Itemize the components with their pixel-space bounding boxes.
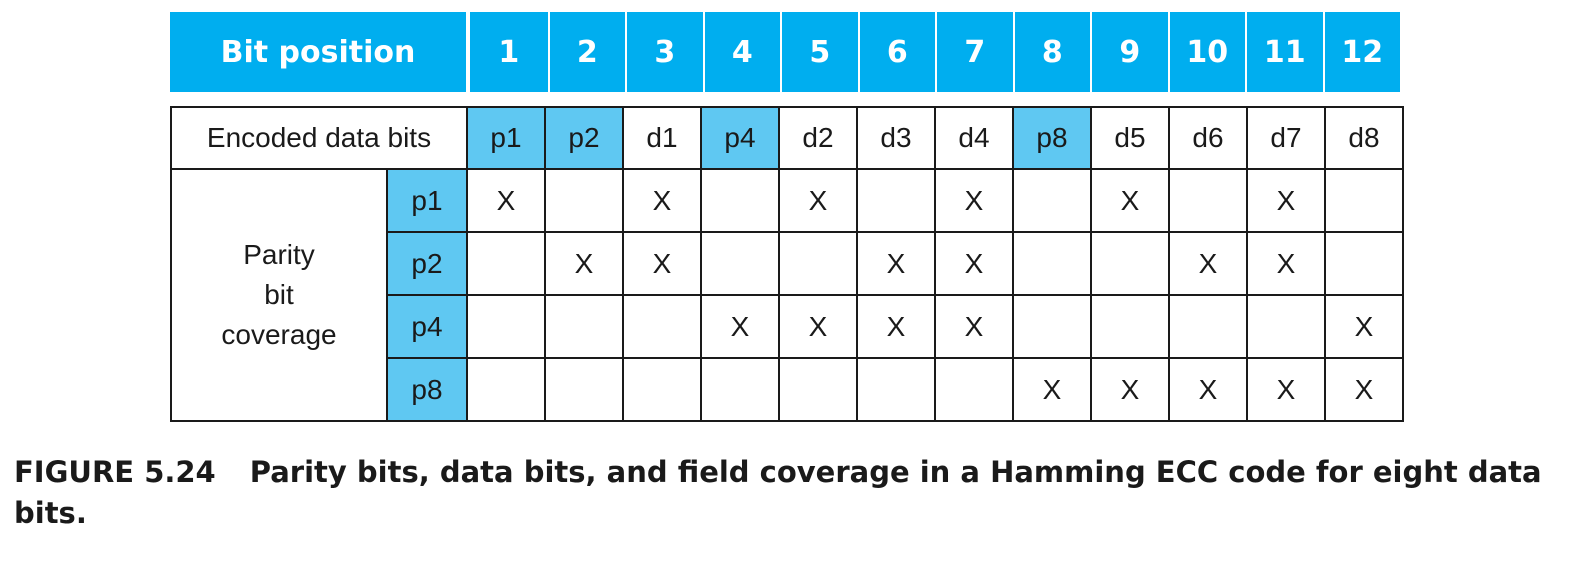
- bit-position-2: 2: [547, 12, 625, 92]
- parity-row-label: p2: [386, 231, 468, 296]
- encoded-bits-row: Encoded data bits p1 p2 d1 p4 d2 d3 d4 p…: [170, 106, 1404, 170]
- coverage-cell: [1324, 168, 1404, 233]
- coverage-cell: [1012, 294, 1092, 359]
- bit-position-3: 3: [625, 12, 703, 92]
- coverage-row-p2: p2 X X X X X X: [171, 231, 1404, 296]
- coverage-cell: X: [778, 294, 858, 359]
- encoded-bit-1: p1: [466, 106, 546, 170]
- encoded-bit-4: p4: [700, 106, 780, 170]
- coverage-cell: X: [1168, 231, 1248, 296]
- figure-caption-text: Parity bits, data bits, and field covera…: [14, 455, 1542, 530]
- coverage-cell: [622, 294, 702, 359]
- coverage-cell: [1090, 294, 1170, 359]
- coverage-cell: X: [1090, 357, 1170, 422]
- encoded-bit-12: d8: [1324, 106, 1404, 170]
- hamming-coverage-table: Encoded data bits p1 p2 d1 p4 d2 d3 d4 p…: [170, 106, 1404, 422]
- encoded-bit-6: d3: [856, 106, 936, 170]
- figure-caption: FIGURE 5.24 Parity bits, data bits, and f…: [14, 452, 1589, 534]
- encoded-bit-11: d7: [1246, 106, 1326, 170]
- coverage-cell: [1012, 168, 1092, 233]
- coverage-cell: X: [1090, 168, 1170, 233]
- coverage-cell: X: [934, 168, 1014, 233]
- encoded-bit-10: d6: [1168, 106, 1248, 170]
- coverage-cell: X: [1246, 168, 1326, 233]
- parity-row-label: p1: [386, 168, 468, 233]
- encoded-bit-2: p2: [544, 106, 624, 170]
- coverage-cell: X: [1168, 357, 1248, 422]
- coverage-cell: X: [1246, 231, 1326, 296]
- header-gap: [466, 12, 470, 92]
- coverage-cell: [544, 168, 624, 233]
- coverage-cell: X: [544, 231, 624, 296]
- coverage-row-p8: p8 X X X X X: [171, 357, 1404, 422]
- encoded-bit-3: d1: [622, 106, 702, 170]
- encoded-bit-9: d5: [1090, 106, 1170, 170]
- coverage-cell: X: [700, 294, 780, 359]
- bit-position-9: 9: [1090, 12, 1168, 92]
- bit-position-10: 10: [1167, 12, 1245, 92]
- coverage-cell: X: [622, 168, 702, 233]
- coverage-cell: [1090, 231, 1170, 296]
- parity-label-line-3: coverage: [221, 319, 337, 350]
- coverage-cell: [700, 231, 780, 296]
- bit-position-6: 6: [857, 12, 935, 92]
- encoded-bit-5: d2: [778, 106, 858, 170]
- bit-position-4: 4: [702, 12, 780, 92]
- coverage-row-p4: p4 X X X X X: [171, 294, 1404, 359]
- coverage-cell: X: [466, 168, 546, 233]
- coverage-cell: X: [622, 231, 702, 296]
- bit-position-1: 1: [470, 12, 548, 92]
- coverage-cell: X: [934, 231, 1014, 296]
- bit-position-8: 8: [1012, 12, 1090, 92]
- coverage-cell: [1012, 231, 1092, 296]
- coverage-cell: [544, 357, 624, 422]
- coverage-cell: [466, 357, 546, 422]
- encoded-bit-8: p8: [1012, 106, 1092, 170]
- bit-position-12: 12: [1322, 12, 1400, 92]
- coverage-cell: [466, 294, 546, 359]
- coverage-cell: X: [778, 168, 858, 233]
- coverage-cell: X: [1246, 357, 1326, 422]
- bit-position-11: 11: [1245, 12, 1323, 92]
- coverage-cell: [778, 357, 858, 422]
- coverage-cell: [1324, 231, 1404, 296]
- coverage-cell: [934, 357, 1014, 422]
- parity-label-line-2: bit: [264, 279, 294, 310]
- coverage-cell: X: [934, 294, 1014, 359]
- coverage-cell: [1168, 294, 1248, 359]
- bit-position-header: Bit position 1 2 3 4 5 6 7 8 9 10 11 12: [170, 12, 1400, 92]
- parity-row-label: p4: [386, 294, 468, 359]
- parity-label-line-1: Parity: [243, 239, 315, 270]
- coverage-cell: X: [856, 231, 936, 296]
- bit-position-7: 7: [935, 12, 1013, 92]
- parity-row-label: p8: [386, 357, 468, 422]
- coverage-cell: X: [1324, 294, 1404, 359]
- coverage-cell: [856, 357, 936, 422]
- parity-coverage-label: Parity bit coverage: [170, 168, 388, 422]
- coverage-cell: [1246, 294, 1326, 359]
- coverage-row-p1: Parity bit coverage p1 X X X X X X: [170, 168, 1404, 422]
- bit-position-5: 5: [780, 12, 858, 92]
- encoded-bit-7: d4: [934, 106, 1014, 170]
- bit-position-label: Bit position: [170, 12, 466, 92]
- figure-number: FIGURE 5.24: [14, 455, 216, 489]
- coverage-cell: [544, 294, 624, 359]
- coverage-cell: X: [1324, 357, 1404, 422]
- coverage-cell: [778, 231, 858, 296]
- coverage-cell: [856, 168, 936, 233]
- coverage-cell: X: [1012, 357, 1092, 422]
- coverage-cell: [622, 357, 702, 422]
- coverage-cell: [1168, 168, 1248, 233]
- coverage-cell: X: [856, 294, 936, 359]
- encoded-bits-label: Encoded data bits: [170, 106, 468, 170]
- coverage-cell: [466, 231, 546, 296]
- coverage-cell: [700, 168, 780, 233]
- coverage-cell: [700, 357, 780, 422]
